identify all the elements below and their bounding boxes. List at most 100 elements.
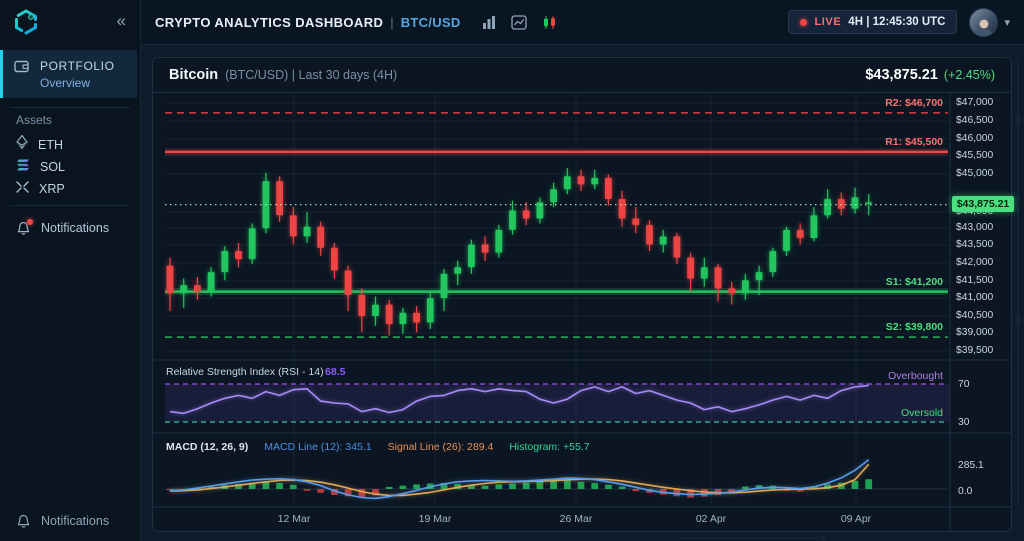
candle	[248, 223, 256, 264]
asset-title: Bitcoin	[169, 67, 219, 83]
candle	[824, 189, 831, 219]
top-header: CRYPTO ANALYTICS DASHBOARD | BTC/USD	[141, 0, 1024, 45]
price-change: (+2.45%)	[943, 68, 995, 82]
candle	[687, 252, 694, 292]
oversold-label: Oversold	[900, 407, 943, 419]
candle	[796, 223, 804, 245]
candle	[207, 267, 215, 297]
candle	[810, 207, 818, 242]
sidebar-item-eth[interactable]: ETH	[16, 134, 63, 155]
candle	[550, 182, 557, 208]
candle	[563, 168, 571, 195]
bell-icon	[16, 514, 31, 529]
app-logo-icon	[12, 8, 40, 41]
portfolio-sublabel: Overview	[40, 76, 91, 90]
live-label: LIVE	[814, 16, 842, 28]
sidebar-item-portfolio[interactable]: PORTFOLIO Overview	[0, 50, 137, 98]
macd-line-label: MACD Line (12): 345.1	[264, 441, 372, 453]
eth-icon	[16, 134, 28, 155]
macd-panel-header: MACD (12, 26, 9) MACD Line (12): 345.1 S…	[166, 441, 590, 453]
candle	[413, 306, 420, 333]
current-price: $43,875.21	[865, 67, 938, 83]
candle	[426, 291, 434, 329]
notification-dot	[27, 218, 33, 225]
chevron-down-icon[interactable]: ▾	[1004, 16, 1010, 29]
chart-card-header: Bitcoin (BTC/USD) | Last 30 days (4H) $4…	[153, 58, 1011, 93]
candle	[605, 174, 612, 206]
candle	[632, 207, 640, 234]
candle	[755, 265, 763, 295]
candle	[495, 225, 503, 258]
candle	[358, 288, 366, 333]
candle	[591, 169, 599, 190]
candles-icon[interactable]	[541, 15, 558, 30]
candle	[166, 257, 174, 312]
candle	[714, 264, 722, 302]
candle	[536, 197, 544, 224]
candle	[262, 173, 270, 234]
candle	[399, 307, 407, 334]
title-separator: |	[390, 14, 394, 30]
candle	[618, 190, 626, 227]
overbought-label: Overbought	[888, 370, 943, 382]
bell-icon	[16, 218, 33, 236]
sol-icon	[16, 158, 30, 176]
sidebar-item-notifications[interactable]: Notifications	[16, 218, 109, 238]
sidebar-item-sol[interactable]: SOL	[16, 157, 65, 177]
candle	[783, 226, 790, 256]
candle	[577, 169, 585, 191]
sidebar-item-xrp[interactable]: XRP	[16, 179, 65, 199]
timeframe-clock: 4H | 12:45:30 UTC	[848, 16, 946, 28]
symbol-label: BTC/USD	[400, 14, 461, 30]
bar-chart-icon[interactable]	[481, 15, 497, 30]
candle	[522, 202, 530, 225]
macd-title: MACD (12, 26, 9)	[166, 441, 249, 453]
candle	[646, 220, 653, 251]
asset-subtitle: (BTC/USD) | Last 30 days (4H)	[225, 68, 398, 82]
user-avatar[interactable]	[969, 7, 999, 37]
candle	[865, 194, 873, 216]
candle	[331, 242, 338, 279]
line-chart-icon[interactable]	[510, 14, 527, 30]
signal-line-label: Signal Line (26): 289.4	[387, 441, 494, 453]
sidebar-footer-notifications[interactable]: Notifications	[16, 511, 109, 531]
candle	[180, 278, 188, 308]
rsi-value: 68.5	[325, 366, 346, 378]
histogram-label: Histogram: +55.7	[509, 441, 590, 453]
candle	[851, 187, 859, 214]
sidebar-collapse-button[interactable]: «	[116, 11, 126, 30]
candle	[769, 247, 777, 277]
candle	[303, 212, 311, 243]
dashboard-title: CRYPTO ANALYTICS DASHBOARD	[155, 14, 384, 30]
candle	[276, 176, 283, 222]
xrp-icon	[16, 180, 29, 198]
candle	[837, 192, 845, 216]
candle	[728, 281, 736, 305]
candle	[194, 277, 201, 300]
candle	[454, 260, 462, 286]
live-dot-icon	[800, 18, 808, 26]
candle	[700, 257, 708, 287]
candle	[673, 233, 681, 264]
divider	[10, 205, 130, 206]
candle	[509, 200, 516, 235]
portfolio-label: PORTFOLIO	[40, 59, 115, 73]
current-price-badge: $43,875.21	[952, 196, 1014, 212]
candle	[317, 221, 325, 256]
candle	[221, 246, 229, 281]
candle	[481, 236, 489, 261]
rsi-panel-title: Relative Strength Index (RSI - 14)	[166, 366, 324, 378]
assets-heading: Assets	[16, 113, 53, 127]
sidebar: « PORTFOLIO Overview Assets	[0, 0, 141, 541]
candle	[742, 273, 749, 300]
chart-card: Bitcoin (BTC/USD) | Last 30 days (4H) $4…	[152, 57, 1012, 532]
candle	[468, 239, 475, 274]
live-status-pill[interactable]: LIVE 4H | 12:45:30 UTC	[788, 10, 958, 34]
divider	[10, 107, 130, 108]
wallet-icon	[14, 59, 30, 79]
candle	[372, 296, 379, 326]
candle	[289, 207, 297, 245]
candle	[440, 268, 448, 312]
